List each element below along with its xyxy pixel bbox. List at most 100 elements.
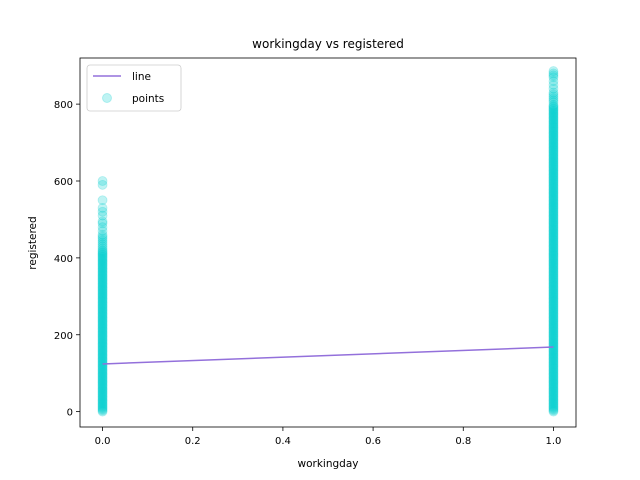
scatter-point bbox=[97, 349, 108, 359]
scatter-point bbox=[548, 328, 559, 339]
scatter-point bbox=[97, 272, 108, 283]
scatter-point bbox=[548, 241, 559, 252]
scatter-point bbox=[97, 256, 108, 267]
scatter-point bbox=[548, 279, 559, 290]
scatter-point bbox=[97, 218, 108, 229]
scatter-point bbox=[548, 91, 559, 102]
scatter-point bbox=[548, 332, 559, 343]
scatter-point bbox=[548, 109, 559, 120]
scatter-point bbox=[548, 307, 559, 318]
scatter-point bbox=[548, 201, 559, 212]
scatter-point bbox=[548, 276, 559, 287]
scatter-point bbox=[97, 285, 108, 296]
scatter-point bbox=[548, 105, 559, 116]
scatter-point bbox=[548, 369, 559, 380]
scatter-point bbox=[548, 362, 559, 373]
scatter-point bbox=[548, 153, 559, 163]
scatter-point bbox=[548, 256, 559, 267]
scatter-point bbox=[97, 379, 108, 389]
scatter-point bbox=[97, 206, 108, 217]
scatter-point bbox=[548, 301, 559, 312]
scatter-point bbox=[548, 150, 559, 161]
scatter-point bbox=[548, 336, 559, 347]
scatter-point bbox=[548, 147, 559, 158]
scatter-point bbox=[548, 290, 559, 301]
scatter-point bbox=[97, 293, 108, 304]
scatter-point bbox=[548, 338, 559, 349]
scatter-point bbox=[97, 394, 108, 404]
scatter-point bbox=[97, 210, 108, 221]
y-tick-label: 0 bbox=[67, 408, 73, 419]
series-line bbox=[102, 346, 554, 365]
scatter-point bbox=[548, 259, 559, 269]
scatter-point bbox=[548, 347, 559, 358]
scatter-point bbox=[548, 185, 559, 196]
scatter-point bbox=[548, 119, 559, 130]
scatter-point bbox=[548, 390, 559, 401]
scatter-point bbox=[548, 308, 559, 319]
scatter-point bbox=[97, 329, 108, 340]
x-tick-label: 0.0 bbox=[95, 436, 111, 447]
scatter-point bbox=[548, 89, 559, 100]
scatter-point bbox=[548, 159, 559, 170]
scatter-point bbox=[548, 334, 559, 344]
scatter-point bbox=[548, 166, 559, 177]
scatter-point bbox=[548, 169, 559, 179]
scatter-point bbox=[548, 251, 559, 261]
scatter-point bbox=[548, 376, 559, 387]
scatter-point bbox=[548, 208, 559, 219]
scatter-point bbox=[548, 381, 559, 392]
scatter-point bbox=[97, 203, 108, 213]
scatter-point bbox=[548, 204, 559, 215]
scatter-point bbox=[548, 193, 559, 204]
scatter-point bbox=[548, 377, 559, 388]
scatter-point bbox=[97, 395, 108, 405]
scatter-point bbox=[548, 372, 559, 382]
scatter-point bbox=[97, 261, 108, 272]
scatter-point bbox=[548, 125, 559, 136]
legend: line points bbox=[86, 64, 182, 112]
scatter-point bbox=[97, 334, 108, 344]
scatter-point bbox=[548, 249, 559, 260]
scatter-point bbox=[548, 110, 559, 121]
scatter-point bbox=[548, 399, 559, 410]
scatter-point bbox=[548, 237, 559, 248]
y-tick-label: 400 bbox=[54, 254, 73, 265]
scatter-point bbox=[548, 218, 559, 229]
scatter-point bbox=[548, 327, 559, 337]
scatter-point bbox=[548, 355, 559, 366]
scatter-point bbox=[97, 335, 108, 346]
x-tick-label: 0.6 bbox=[365, 436, 381, 447]
scatter-point bbox=[548, 173, 559, 184]
y-tick-label: 800 bbox=[54, 100, 73, 111]
scatter-point bbox=[548, 133, 559, 144]
scatter-point bbox=[548, 200, 559, 211]
scatter-point bbox=[97, 276, 108, 287]
scatter-point bbox=[97, 235, 108, 246]
scatter-point bbox=[97, 374, 108, 385]
legend-line-label: line bbox=[132, 71, 151, 83]
scatter-point bbox=[97, 364, 108, 374]
scatter-point bbox=[548, 284, 559, 295]
scatter-point bbox=[97, 327, 108, 337]
scatter-point bbox=[548, 207, 559, 218]
scatter-point bbox=[548, 324, 559, 335]
axes bbox=[79, 57, 577, 428]
scatter-point bbox=[548, 188, 559, 199]
scatter-point bbox=[548, 252, 559, 263]
scatter-point bbox=[548, 263, 559, 274]
scatter-point bbox=[548, 289, 559, 299]
scatter-point bbox=[97, 254, 108, 265]
scatter-point bbox=[97, 247, 108, 258]
scatter-point bbox=[97, 405, 108, 416]
scatter-point bbox=[548, 196, 559, 207]
scatter-point bbox=[548, 267, 559, 277]
scatter-point bbox=[97, 279, 108, 290]
scatter-point bbox=[97, 216, 108, 227]
scatter-point bbox=[548, 314, 559, 325]
scatter-point bbox=[97, 346, 108, 357]
scatter-point bbox=[548, 382, 559, 393]
scatter-point bbox=[548, 174, 559, 185]
scatter-point bbox=[97, 343, 108, 354]
scatter-point bbox=[548, 97, 559, 108]
